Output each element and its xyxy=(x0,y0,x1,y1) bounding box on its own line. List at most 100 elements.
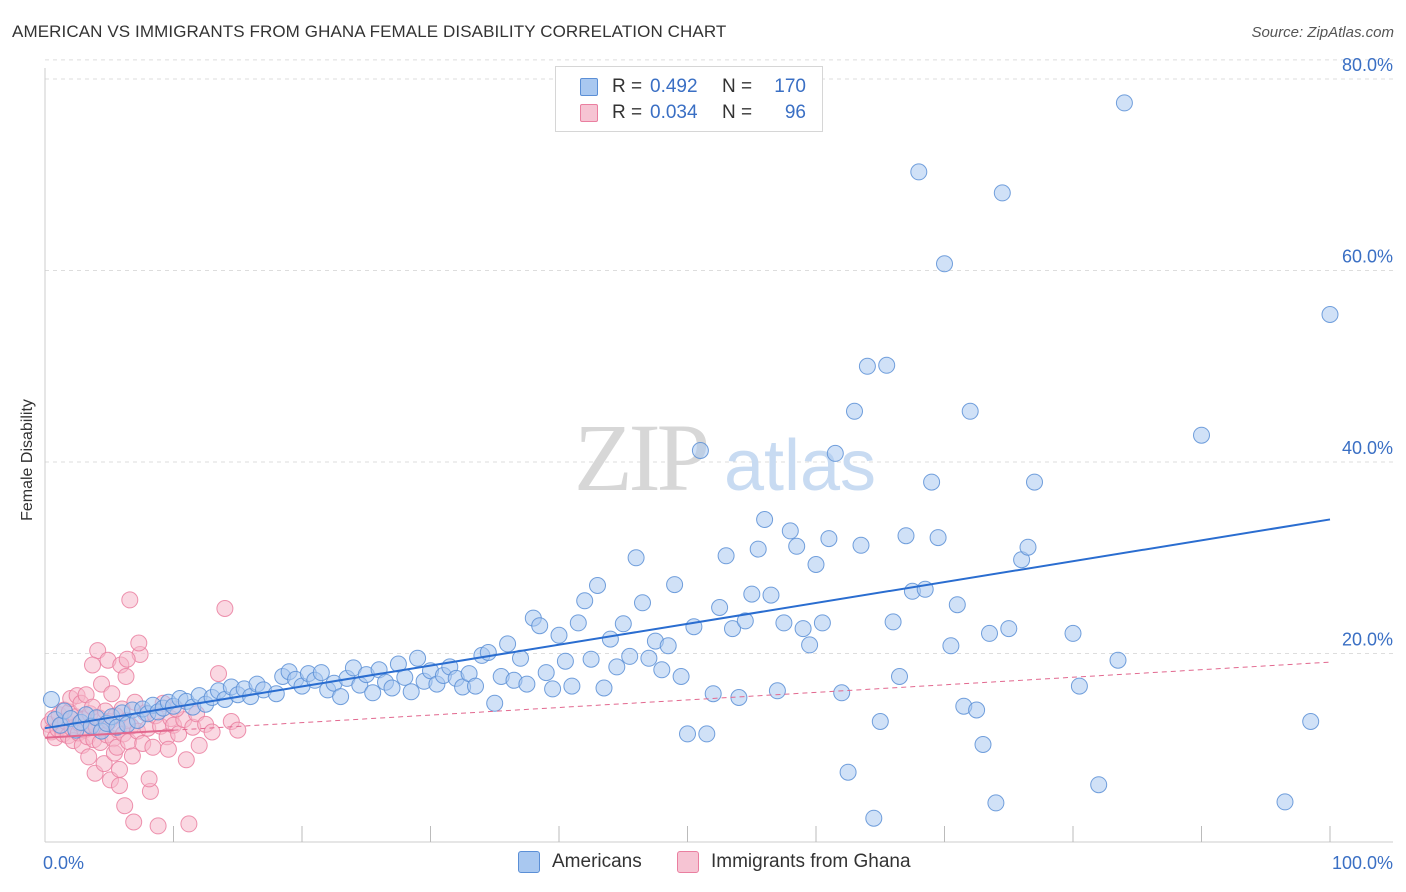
ghana-point xyxy=(80,748,98,766)
american-point xyxy=(756,511,774,528)
american-point xyxy=(486,694,504,712)
american-point xyxy=(659,637,677,655)
american-point xyxy=(550,626,568,644)
american-point xyxy=(634,594,651,612)
american-point xyxy=(467,677,484,695)
americans-n-value: 170 xyxy=(774,76,806,97)
american-point xyxy=(948,596,966,614)
american-point xyxy=(820,530,838,548)
american-point xyxy=(813,614,831,632)
american-point xyxy=(974,736,992,753)
americans-legend-label: Americans xyxy=(552,851,642,872)
american-point xyxy=(1000,620,1018,638)
american-point xyxy=(1019,538,1037,556)
american-point xyxy=(608,658,626,676)
ghana-point xyxy=(117,668,135,685)
american-point xyxy=(968,701,986,719)
american-point xyxy=(852,536,870,554)
series-legend: Americans Immigrants from Ghana xyxy=(0,851,1406,879)
legend-row-americans: R = 0.492 N = 170 xyxy=(580,75,806,99)
american-point xyxy=(576,592,594,610)
american-point xyxy=(267,685,285,703)
ghana-n-value: 96 xyxy=(784,102,806,123)
gridlines xyxy=(45,59,1393,654)
source-label: Source: ZipAtlas.com xyxy=(1251,24,1394,41)
ghana-trend-line-dashed xyxy=(173,661,1331,731)
legend-item-ghana[interactable]: Immigrants from Ghana xyxy=(677,851,911,873)
american-point xyxy=(640,649,658,667)
american-point xyxy=(768,682,786,700)
american-point xyxy=(762,586,780,604)
american-point xyxy=(563,677,581,695)
ghana-point xyxy=(149,817,167,835)
american-point xyxy=(858,357,876,375)
watermark-zip: ZIP xyxy=(574,404,707,511)
american-point xyxy=(704,685,722,703)
stats-legend: R = 0.492 N = 170 R = 0.034 N = 96 xyxy=(555,66,823,132)
american-point xyxy=(595,679,613,697)
american-point xyxy=(711,599,729,616)
american-point xyxy=(582,650,600,668)
american-point xyxy=(1109,651,1127,669)
ghana-point xyxy=(229,721,247,739)
ghana-r-value: 0.034 xyxy=(650,102,698,123)
american-point xyxy=(743,585,761,603)
americans-r-label: R = xyxy=(612,76,643,97)
americans-trend-line xyxy=(44,518,1331,730)
tick-labels: 20.0% 40.0% 60.0% 80.0% 0.0% 100.0% xyxy=(43,55,1393,873)
american-point xyxy=(724,620,741,638)
american-point xyxy=(826,444,844,462)
american-point xyxy=(691,442,709,459)
american-point xyxy=(396,668,414,686)
american-point xyxy=(518,675,536,693)
american-point xyxy=(42,691,60,708)
americans-legend-swatch xyxy=(518,851,540,873)
ghana-point xyxy=(140,770,158,788)
legend-row-ghana: R = 0.034 N = 96 xyxy=(580,101,806,125)
american-point xyxy=(621,647,639,665)
american-point xyxy=(781,522,799,540)
ghana-point xyxy=(84,656,101,674)
y-tick-label: 40.0% xyxy=(1342,438,1393,458)
american-point xyxy=(993,184,1011,202)
american-point xyxy=(1302,713,1320,730)
american-point xyxy=(409,649,427,667)
ghana-swatch xyxy=(580,104,598,122)
ghana-point xyxy=(103,685,121,703)
american-point xyxy=(531,617,549,635)
american-point xyxy=(364,684,382,702)
american-point xyxy=(383,679,401,697)
american-point xyxy=(775,614,793,632)
ghana-point xyxy=(125,813,143,831)
y-tick-label: 80.0% xyxy=(1342,55,1393,75)
american-point xyxy=(801,636,819,654)
american-point xyxy=(601,630,619,648)
american-points xyxy=(42,94,1339,827)
american-point xyxy=(891,668,908,685)
ghana-point xyxy=(111,760,128,778)
american-point xyxy=(1064,624,1082,642)
american-point xyxy=(1090,776,1108,794)
american-point xyxy=(332,688,350,706)
american-point xyxy=(1321,306,1339,323)
ghana-point xyxy=(216,600,234,617)
american-point xyxy=(717,547,735,565)
american-point xyxy=(627,549,645,567)
ghana-legend-swatch xyxy=(677,851,699,873)
ghana-point xyxy=(121,591,139,609)
american-point xyxy=(312,664,330,682)
american-point xyxy=(499,635,517,653)
american-point xyxy=(788,537,806,555)
american-point xyxy=(569,614,587,632)
legend-item-americans[interactable]: Americans xyxy=(518,851,642,873)
chart-title: AMERICAN VS IMMIGRANTS FROM GHANA FEMALE… xyxy=(12,22,727,41)
ghana-point xyxy=(116,797,134,815)
y-tick-label: 60.0% xyxy=(1342,247,1393,267)
american-point xyxy=(929,529,947,547)
ghana-point xyxy=(180,815,198,833)
americans-n-label: N = xyxy=(722,76,753,97)
american-point xyxy=(736,612,754,630)
ghana-legend-label: Immigrants from Ghana xyxy=(711,851,911,872)
y-tick-label: 20.0% xyxy=(1342,630,1393,650)
ghana-point xyxy=(118,650,136,668)
